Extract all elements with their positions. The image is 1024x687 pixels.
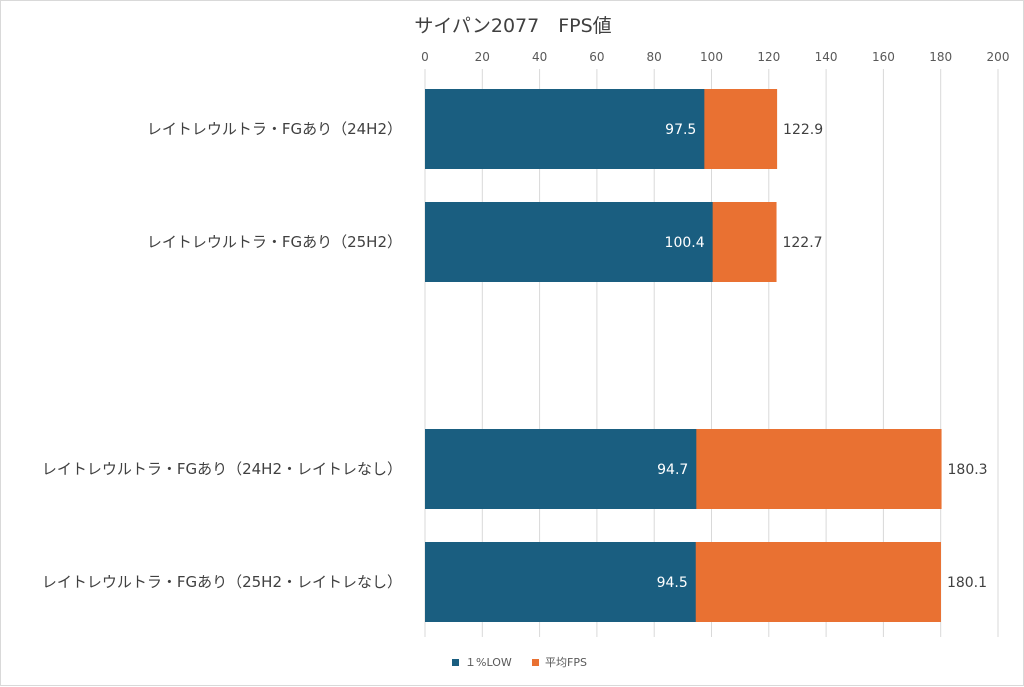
category-label: レイトレウルトラ・FGあり（25H2） — [147, 233, 402, 251]
legend-label-1pct-low: １%LOW — [465, 656, 512, 669]
legend: １%LOW 平均FPS — [452, 656, 587, 669]
data-label-average-fps: 122.7 — [782, 235, 822, 251]
x-axis-ticks: 0 20 40 60 80 100 120 140 160 180 200 — [421, 50, 1009, 64]
x-tick-label: 100 — [700, 50, 723, 64]
chart-title: サイパン2077 FPS値 — [414, 15, 611, 37]
x-tick-label: 200 — [987, 50, 1010, 64]
legend-swatch-1pct-low — [452, 659, 459, 666]
data-label-1pct-low: 94.5 — [657, 575, 688, 591]
x-tick-label: 40 — [532, 50, 547, 64]
x-tick-label: 160 — [872, 50, 895, 64]
data-label-1pct-low: 100.4 — [665, 235, 705, 251]
x-tick-label: 120 — [757, 50, 780, 64]
x-tick-label: 180 — [929, 50, 952, 64]
data-label-average-fps: 180.3 — [948, 462, 988, 478]
category-labels: レイトレウルトラ・FGあり（24H2） レイトレウルトラ・FGあり（25H2） レイ… — [42, 120, 402, 591]
legend-label-average-fps: 平均FPS — [545, 656, 587, 669]
data-label-1pct-low: 97.5 — [665, 122, 696, 138]
bar-1pct-low — [425, 89, 705, 169]
category-label: レイトレウルトラ・FGあり（25H2・レイトレなし） — [42, 573, 402, 591]
data-label-1pct-low: 94.7 — [657, 462, 688, 478]
category-label: レイトレウルトラ・FGあり（24H2） — [147, 120, 402, 138]
bars — [425, 89, 942, 622]
x-tick-label: 80 — [647, 50, 662, 64]
x-tick-label: 140 — [815, 50, 838, 64]
bar-1pct-low — [425, 202, 713, 282]
data-label-average-fps: 122.9 — [783, 122, 823, 138]
x-tick-label: 20 — [475, 50, 490, 64]
bar-1pct-low — [425, 542, 696, 622]
x-tick-label: 0 — [421, 50, 429, 64]
x-tick-label: 60 — [589, 50, 604, 64]
data-labels: 97.5 122.9 100.4 122.7 94.7 180.3 94.5 180.1 — [657, 122, 988, 591]
bar-1pct-low — [425, 429, 697, 509]
category-label: レイトレウルトラ・FGあり（24H2・レイトレなし） — [42, 460, 402, 478]
legend-swatch-average-fps — [532, 659, 539, 666]
data-label-average-fps: 180.1 — [947, 575, 987, 591]
